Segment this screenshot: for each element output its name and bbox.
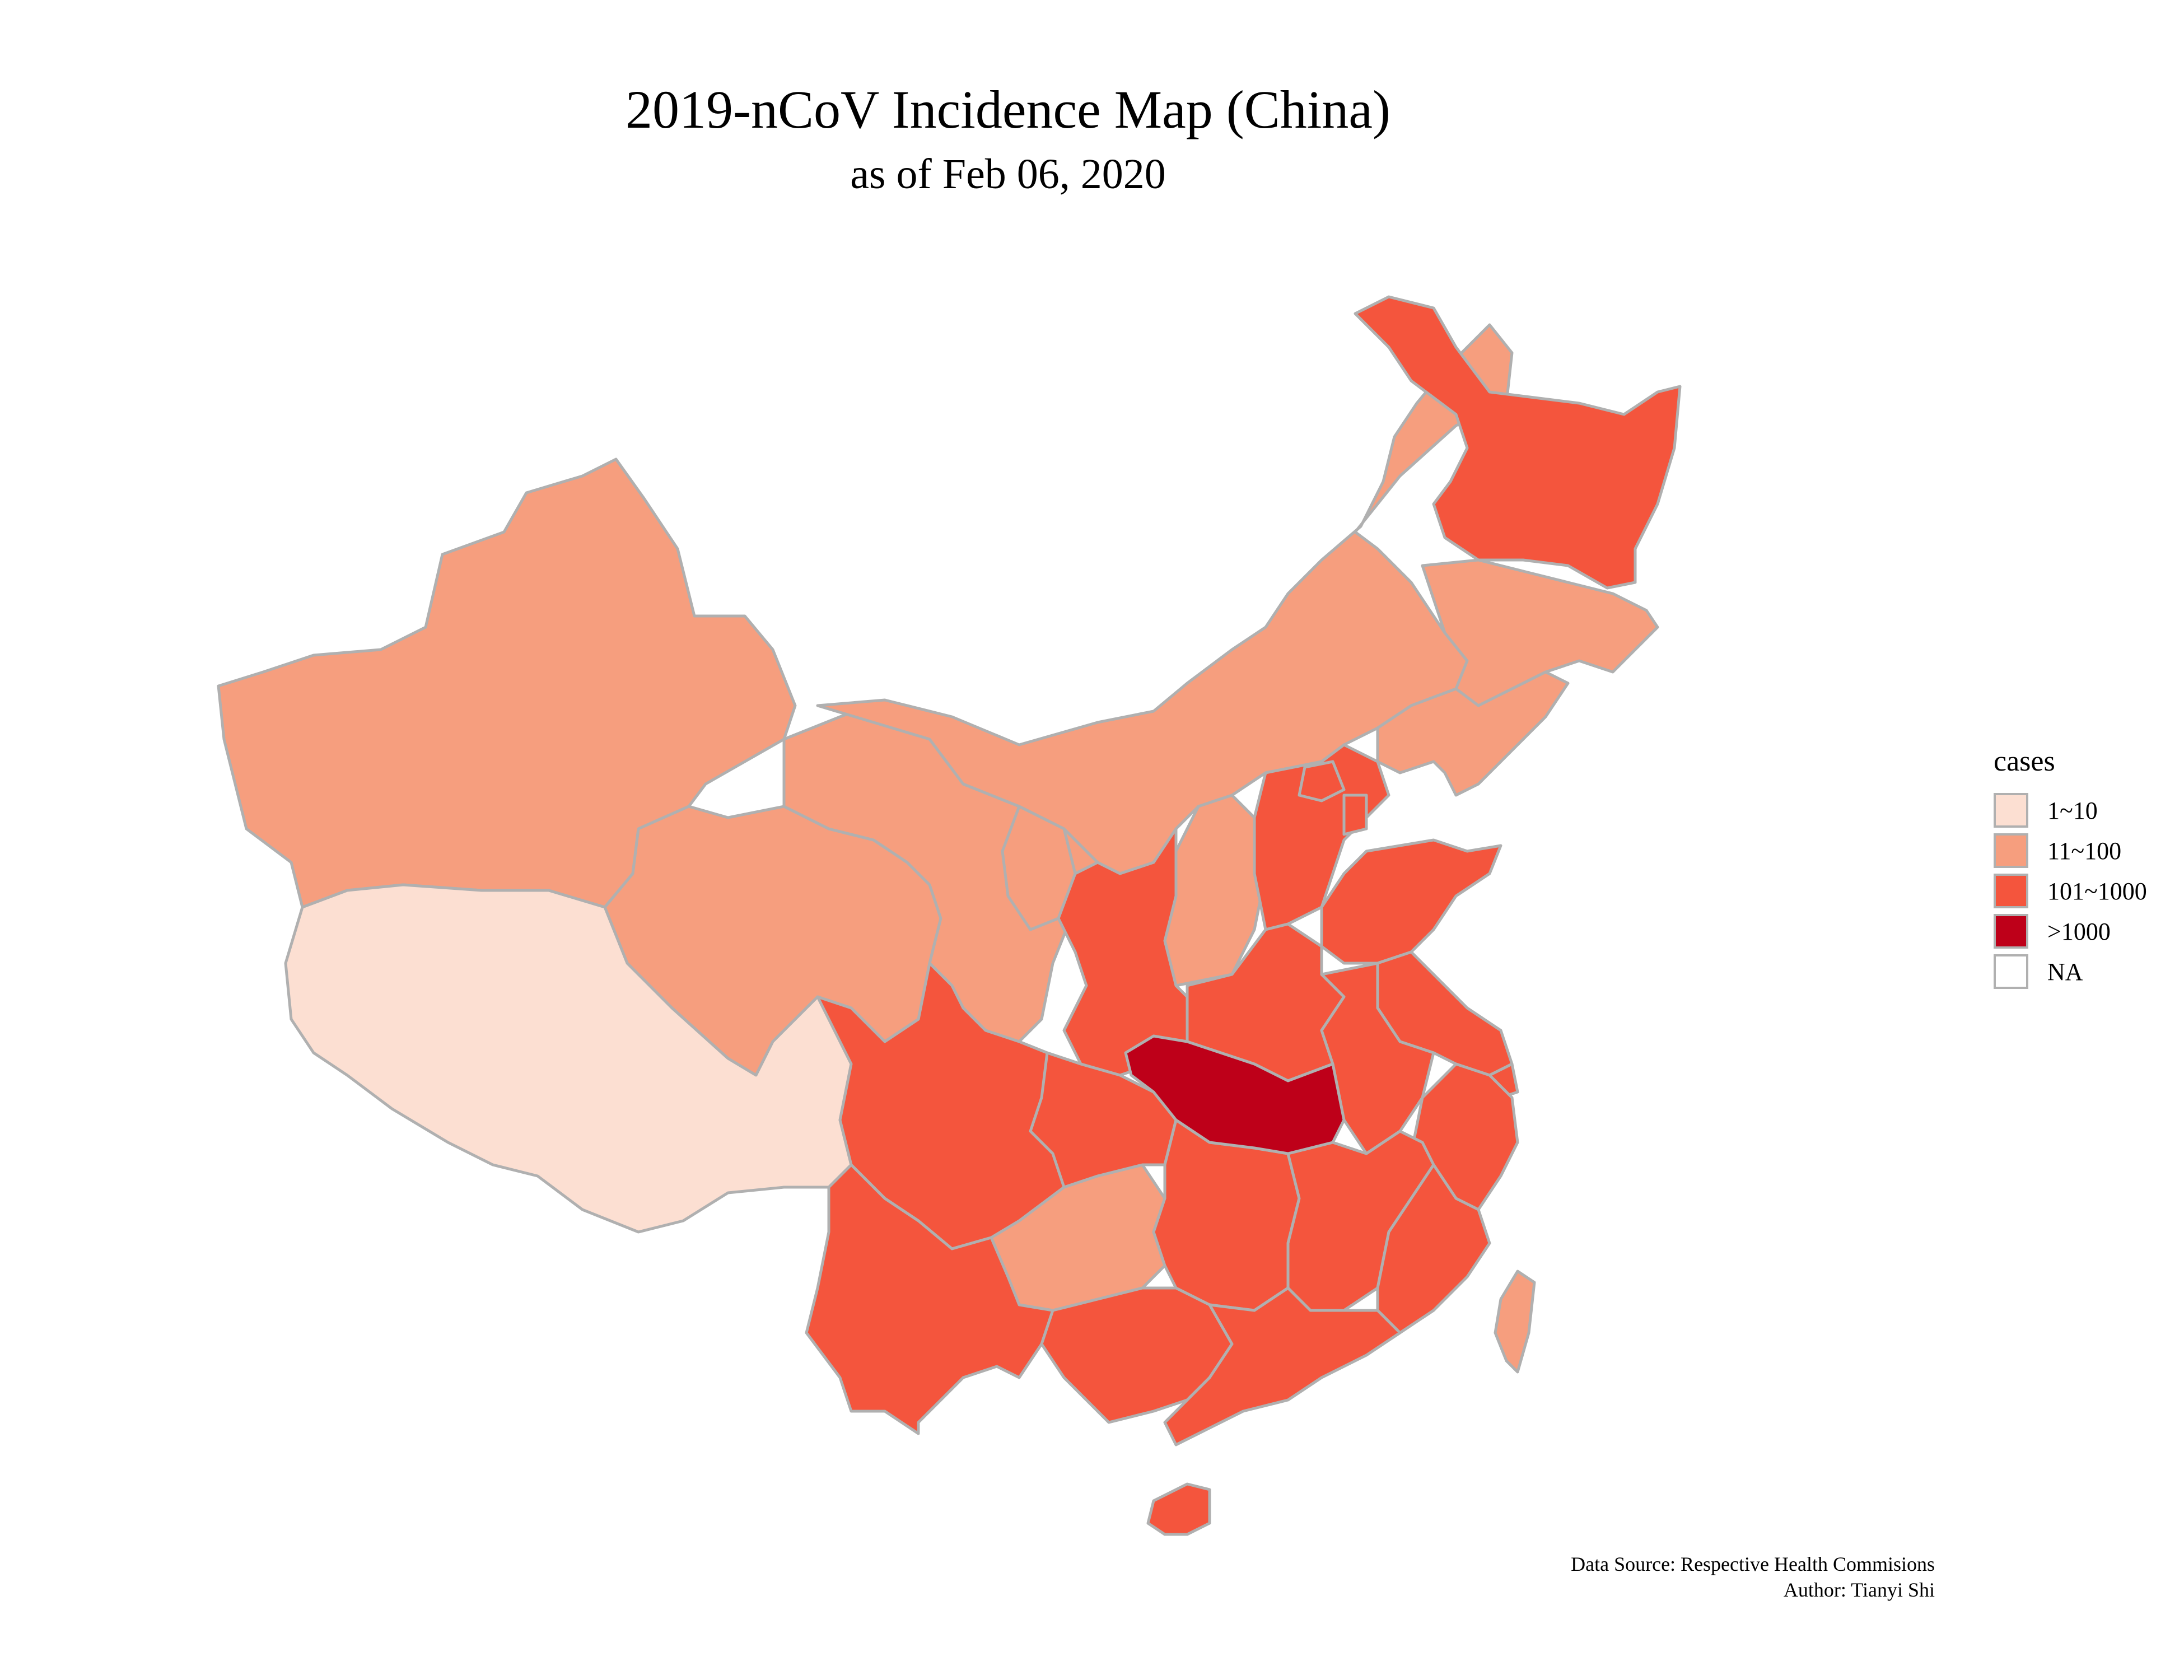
legend-swatch [1994,914,2028,949]
caption: Data Source: Respective Health Commision… [1571,1551,1935,1603]
legend-swatch [1994,874,2028,908]
caption-source: Data Source: Respective Health Commision… [1571,1553,1935,1575]
legend-item: 101~1000 [1994,871,2147,911]
region-liaoning [1376,670,1570,797]
region-shandong [1320,838,1502,965]
map-subtitle: as of Feb 06, 2020 [850,151,1166,198]
legend-item: NA [1994,951,2147,992]
region-beijing [1298,760,1346,802]
legend-item: 11~100 [1994,830,2147,871]
region-hebei [1253,743,1390,931]
legend-swatch [1994,793,2028,828]
region-chongqing [1029,1051,1178,1189]
legend-title: cases [1994,745,2055,777]
legend-label: 101~1000 [2047,877,2147,905]
region-heilongjiang [1354,295,1682,590]
legend-label: 1~10 [2047,796,2098,824]
map-title: 2019-nCoV Incidence Map (China) [626,80,1390,139]
legend-swatch [1994,833,2028,868]
region-ningxia [1001,805,1077,931]
legend-label: >1000 [2047,917,2111,945]
region-fujian [1376,1163,1491,1334]
legend-item: 1~10 [1994,790,2147,830]
region-yunnan [805,1163,1054,1435]
region-hainan [1146,1482,1211,1536]
region-guangdong [1163,1286,1402,1446]
legend: cases 1~10 11~100 101~1000 >1000 NA [1994,745,2147,992]
region-taiwan [1494,1270,1536,1374]
legend-item: >1000 [1994,911,2147,951]
caption-author: Author: Tianyi Shi [1783,1579,1935,1601]
region-tianjin [1342,794,1368,836]
legend-swatch [1994,954,2028,989]
legend-label: 11~100 [2047,837,2122,865]
legend-label: NA [2047,958,2083,986]
region-jilin [1421,558,1659,707]
region-hubei [1124,1034,1346,1155]
